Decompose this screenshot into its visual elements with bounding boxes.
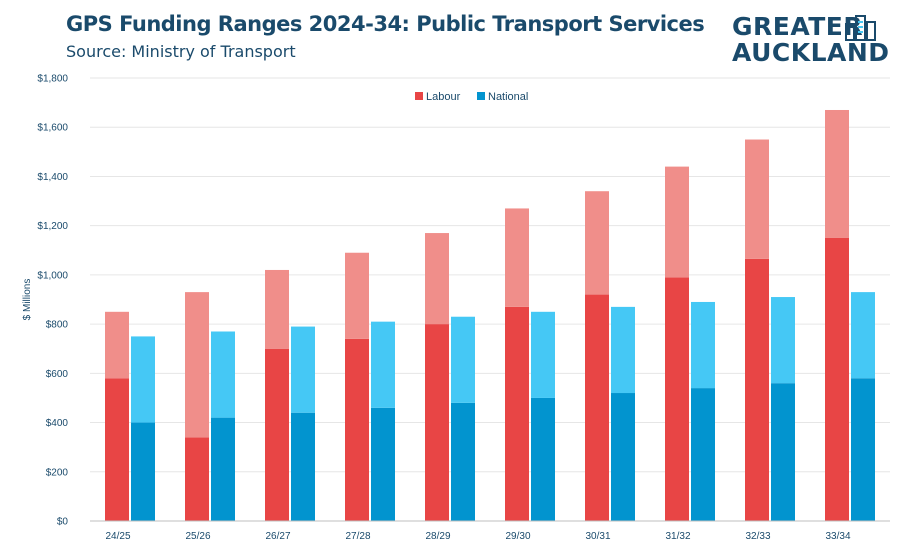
bar-national-low: [611, 393, 635, 521]
x-tick-label: 33/34: [825, 531, 850, 542]
legend-label-labour: Labour: [426, 91, 461, 103]
x-tick-label: 24/25: [105, 531, 130, 542]
x-tick-label: 28/29: [425, 531, 450, 542]
bar-national-range: [851, 292, 875, 379]
bar-labour-low: [105, 378, 129, 521]
bar-labour-low: [265, 348, 289, 521]
y-tick-label: $600: [46, 369, 69, 380]
x-tick-label: 25/26: [185, 531, 210, 542]
bar-labour-low: [425, 324, 449, 521]
bar-national-range: [371, 321, 395, 408]
bar-national-low: [131, 422, 155, 521]
bar-labour-low: [825, 237, 849, 521]
bar-national-range: [451, 316, 475, 403]
chart-title: GPS Funding Ranges 2024-34: Public Trans…: [66, 12, 705, 36]
y-tick-label: $0: [57, 517, 69, 528]
bar-national-low: [451, 402, 475, 521]
city-skyline-icon: [845, 15, 876, 41]
bar-labour-range: [185, 292, 209, 438]
bar-national-low: [291, 412, 315, 521]
bar-national-low: [691, 388, 715, 521]
legend-swatch-labour: [415, 92, 423, 100]
bar-labour-range: [265, 269, 289, 349]
bar-labour-low: [585, 294, 609, 521]
y-axis-label: $ Millions: [22, 279, 33, 321]
bar-national-range: [771, 297, 795, 384]
bar-labour-range: [425, 233, 449, 325]
bar-national-range: [691, 301, 715, 389]
logo-text-line2: AUCKLAND: [732, 38, 890, 67]
bar-national-low: [211, 417, 235, 521]
legend-label-national: National: [488, 91, 528, 103]
x-tick-label: 26/27: [265, 531, 290, 542]
bar-labour-range: [825, 109, 849, 238]
bar-labour-range: [745, 139, 769, 259]
bar-labour-range: [665, 166, 689, 278]
x-tick-label: 32/33: [745, 531, 770, 542]
x-tick-label: 29/30: [505, 531, 530, 542]
bar-labour-range: [505, 208, 529, 307]
bar-labour-low: [345, 338, 369, 521]
bar-labour-low: [745, 258, 769, 521]
y-tick-label: $200: [46, 467, 69, 478]
legend-swatch-national: [477, 92, 485, 100]
bar-national-range: [291, 326, 315, 413]
bar-national-low: [771, 383, 795, 521]
bar-national-range: [211, 331, 235, 418]
y-tick-label: $400: [46, 418, 69, 429]
bar-labour-range: [345, 252, 369, 339]
greater-auckland-logo: GREATER AUCKLAND: [732, 12, 892, 68]
bar-labour-range: [585, 191, 609, 295]
y-tick-label: $800: [46, 320, 69, 331]
bar-labour-low: [665, 277, 689, 521]
y-tick-label: $1,800: [37, 74, 68, 85]
bar-labour-range: [105, 311, 129, 379]
bar-labour-low: [505, 306, 529, 521]
bar-national-low: [371, 407, 395, 521]
x-tick-label: 31/32: [665, 531, 690, 542]
y-tick-label: $1,400: [37, 172, 68, 183]
x-tick-label: 27/28: [345, 531, 370, 542]
y-tick-label: $1,000: [37, 270, 68, 281]
logo-text-line1: GREATER: [732, 12, 864, 41]
bar-national-low: [531, 397, 555, 521]
bar-labour-low: [185, 437, 209, 521]
y-tick-label: $1,600: [37, 123, 68, 134]
x-tick-label: 30/31: [585, 531, 610, 542]
bar-national-range: [531, 311, 555, 398]
chart-subtitle: Source: Ministry of Transport: [66, 42, 296, 61]
bar-national-range: [131, 336, 155, 423]
y-tick-label: $1,200: [37, 221, 68, 232]
bar-national-low: [851, 378, 875, 521]
bar-national-range: [611, 306, 635, 394]
